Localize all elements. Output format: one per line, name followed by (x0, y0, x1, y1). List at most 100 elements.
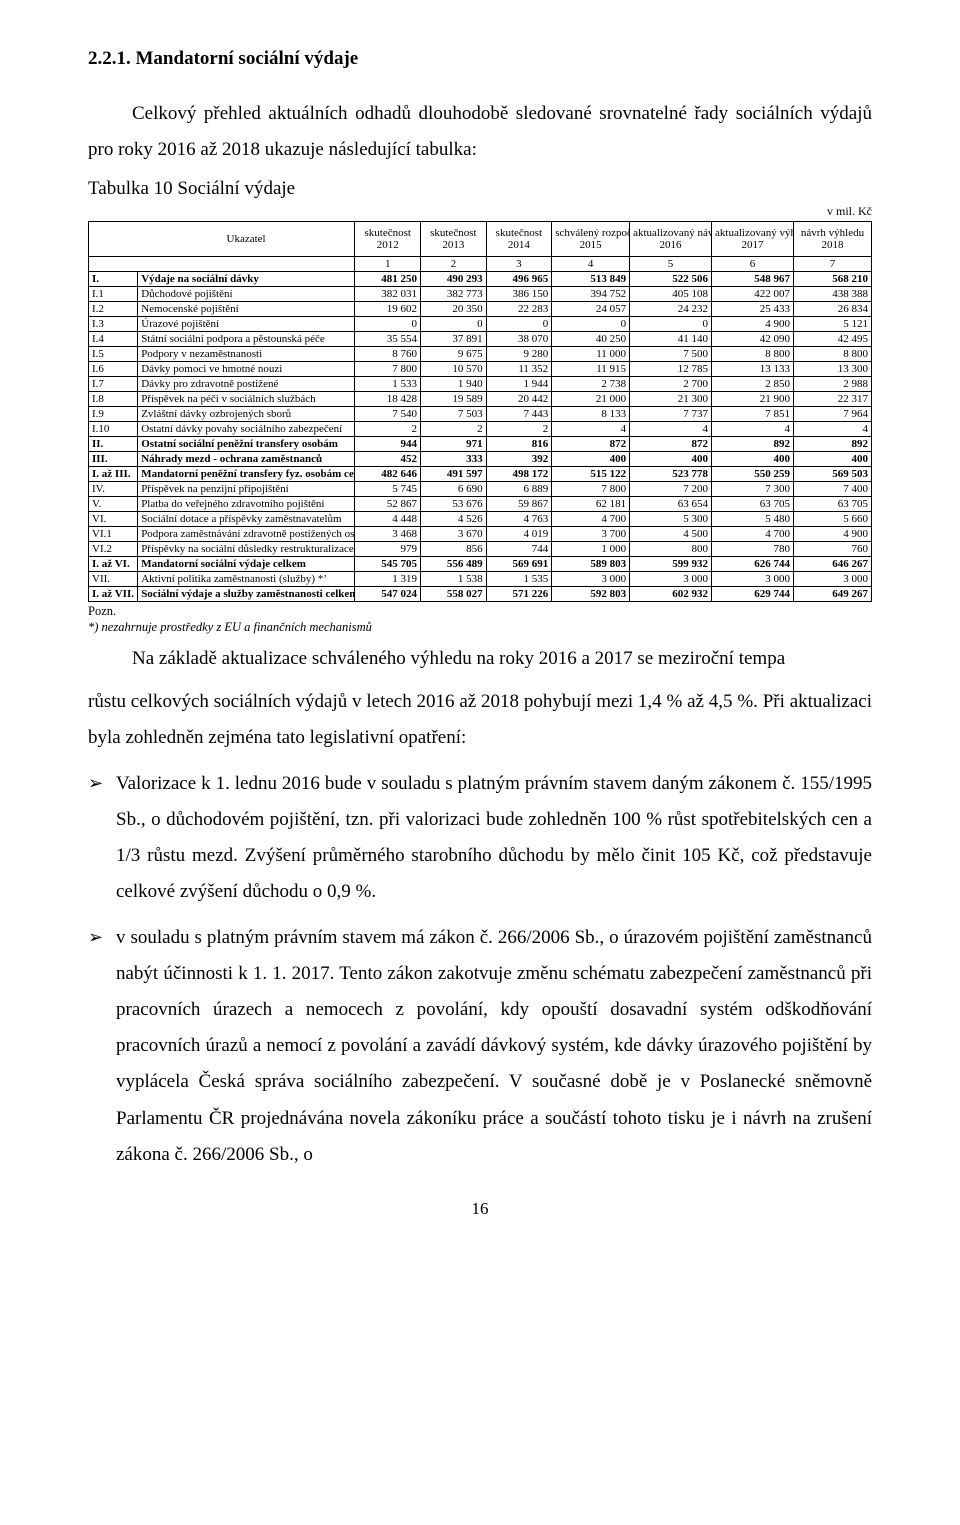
row-label: Dávky pro zdravotně postižené (138, 377, 355, 392)
row-code: I.2 (89, 302, 138, 317)
intro-paragraph: Celkový přehled aktuálních odhadů dlouho… (88, 96, 872, 168)
row-value: 626 744 (712, 557, 794, 572)
row-value: 892 (712, 437, 794, 452)
row-value: 744 (486, 542, 552, 557)
row-value: 7 851 (712, 407, 794, 422)
row-value: 26 834 (794, 302, 872, 317)
table-row: I.7Dávky pro zdravotně postižené1 5331 9… (89, 377, 872, 392)
row-value: 6 889 (486, 482, 552, 497)
row-value: 0 (421, 317, 487, 332)
row-value: 20 350 (421, 302, 487, 317)
row-value: 7 503 (421, 407, 487, 422)
row-value: 7 500 (630, 347, 712, 362)
row-value: 4 500 (630, 527, 712, 542)
row-value: 7 443 (486, 407, 552, 422)
row-value: 382 773 (421, 287, 487, 302)
table-index-cell: 5 (630, 257, 712, 272)
row-value: 3 000 (630, 572, 712, 587)
row-value: 556 489 (421, 557, 487, 572)
row-code: I.6 (89, 362, 138, 377)
row-value: 2 (355, 422, 421, 437)
table-header: skutečnost2014 (486, 222, 552, 257)
row-value: 571 226 (486, 587, 552, 602)
row-value: 547 024 (355, 587, 421, 602)
row-value: 42 090 (712, 332, 794, 347)
row-value: 498 172 (486, 467, 552, 482)
row-value: 7 540 (355, 407, 421, 422)
row-value: 3 000 (712, 572, 794, 587)
table-index-cell: 3 (486, 257, 552, 272)
row-value: 4 763 (486, 512, 552, 527)
row-value: 1 538 (421, 572, 487, 587)
row-code: V. (89, 497, 138, 512)
row-code: VII. (89, 572, 138, 587)
row-code: I.5 (89, 347, 138, 362)
bullet-list: Valorizace k 1. lednu 2016 bude v soulad… (88, 766, 872, 1173)
row-value: 3 000 (794, 572, 872, 587)
row-value: 490 293 (421, 272, 487, 287)
page-number: 16 (88, 1199, 872, 1219)
row-value: 18 428 (355, 392, 421, 407)
row-label: Platba do veřejného zdravotního pojištěn… (138, 497, 355, 512)
row-value: 3 700 (552, 527, 630, 542)
bullet-item: Valorizace k 1. lednu 2016 bude v soulad… (88, 766, 872, 910)
row-value: 7 800 (355, 362, 421, 377)
table-header: skutečnost2012 (355, 222, 421, 257)
row-value: 496 965 (486, 272, 552, 287)
table-header: aktualizovaný výhled2017 (712, 222, 794, 257)
table-row: I.9Zvláštní dávky ozbrojených sborů7 540… (89, 407, 872, 422)
row-value: 760 (794, 542, 872, 557)
data-table: Ukazatelskutečnost2012skutečnost2013skut… (88, 221, 872, 602)
row-value: 392 (486, 452, 552, 467)
table-row: VI.2Příspěvky na sociální důsledky restr… (89, 542, 872, 557)
table-row: VI.Sociální dotace a příspěvky zaměstnav… (89, 512, 872, 527)
table-header: skutečnost2013 (421, 222, 487, 257)
bullet-item: v souladu s platným právním stavem má zá… (88, 920, 872, 1173)
row-code: IV. (89, 482, 138, 497)
row-value: 4 (552, 422, 630, 437)
row-value: 35 554 (355, 332, 421, 347)
row-value: 394 752 (552, 287, 630, 302)
row-value: 52 867 (355, 497, 421, 512)
row-code: I.4 (89, 332, 138, 347)
table-row: I. až VI.Mandatorní sociální výdaje celk… (89, 557, 872, 572)
table-title: Tabulka 10 Sociální výdaje (88, 178, 872, 200)
row-value: 5 480 (712, 512, 794, 527)
table-row: II.Ostatní sociální peněžní transfery os… (89, 437, 872, 452)
row-value: 856 (421, 542, 487, 557)
row-value: 513 849 (552, 272, 630, 287)
row-label: Náhrady mezd - ochrana zaměstnanců (138, 452, 355, 467)
row-value: 6 690 (421, 482, 487, 497)
table-row: I.1Důchodové pojištění382 031382 773386 … (89, 287, 872, 302)
table-header: aktualizovaný návrh2016 (630, 222, 712, 257)
row-value: 4 019 (486, 527, 552, 542)
row-value: 41 140 (630, 332, 712, 347)
row-value: 11 000 (552, 347, 630, 362)
row-value: 4 900 (794, 527, 872, 542)
row-label: Aktivní politika zaměstnanosti (služby) … (138, 572, 355, 587)
row-label: Úrazové pojištění (138, 317, 355, 332)
row-value: 13 133 (712, 362, 794, 377)
row-label: Ostatní dávky povahy sociálního zabezpeč… (138, 422, 355, 437)
body-paragraph-1a: Na základě aktualizace schváleného výhle… (88, 641, 872, 677)
row-value: 10 570 (421, 362, 487, 377)
section-heading: 2.2.1. Mandatorní sociální výdaje (88, 48, 872, 70)
row-value: 13 300 (794, 362, 872, 377)
row-value: 523 778 (630, 467, 712, 482)
row-code: VI.2 (89, 542, 138, 557)
row-value: 550 259 (712, 467, 794, 482)
table-row: VII.Aktivní politika zaměstnanosti (služ… (89, 572, 872, 587)
row-value: 2 738 (552, 377, 630, 392)
row-value: 53 676 (421, 497, 487, 512)
row-value: 1 940 (421, 377, 487, 392)
row-value: 20 442 (486, 392, 552, 407)
row-value: 4 (794, 422, 872, 437)
table-unit: v mil. Kč (88, 204, 872, 219)
footnote-label: Pozn. (88, 604, 116, 618)
row-value: 0 (355, 317, 421, 332)
row-value: 400 (630, 452, 712, 467)
row-value: 438 388 (794, 287, 872, 302)
row-value: 7 200 (630, 482, 712, 497)
row-label: Ostatní sociální peněžní transfery osobá… (138, 437, 355, 452)
table-row: I. až VII.Sociální výdaje a služby zaměs… (89, 587, 872, 602)
